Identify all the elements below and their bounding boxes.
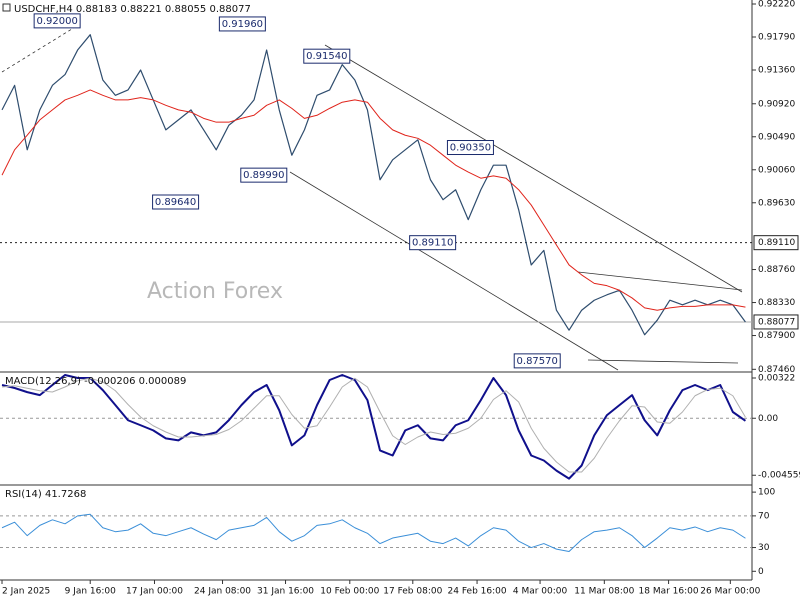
level-label: 0.89110	[758, 238, 795, 248]
y-tick-label: 0.87460	[758, 365, 795, 375]
x-tick-label: 10 Feb 00:00	[320, 587, 379, 597]
annotation-label: 0.89640	[155, 197, 196, 208]
annotation-box	[33, 13, 81, 29]
y-tick-label: -0.004559	[758, 471, 800, 481]
annotation-box	[513, 353, 561, 369]
x-tick-label: 17 Jan 00:00	[126, 587, 183, 597]
series-line	[1, 513, 746, 552]
y-tick-label: 0.90490	[758, 132, 795, 142]
panel-title: MACD(12,26,9) -0.000206 0.000089	[5, 376, 186, 387]
annotation-box	[303, 48, 351, 64]
panel-title: USDCHF,H4 0.88183 0.88221 0.88055 0.8807…	[14, 4, 251, 15]
annotation-box	[240, 167, 288, 183]
y-tick-label: 0.88760	[758, 265, 795, 275]
panel-title: RSI(14) 41.7268	[5, 489, 86, 500]
trend-line	[587, 359, 739, 364]
y-tick-label: 70	[758, 511, 770, 521]
level-box	[753, 235, 799, 251]
annotation-box	[446, 140, 494, 156]
annotation-box	[409, 235, 457, 251]
x-tick-label: 17 Feb 08:00	[383, 587, 442, 597]
symbol-icon	[2, 3, 11, 12]
trend-line	[289, 171, 619, 371]
trend-line	[577, 271, 743, 291]
y-tick-label: 0.00	[758, 414, 778, 424]
annotation-box	[218, 16, 266, 32]
annotation-label: 0.91960	[222, 19, 263, 30]
x-tick-label: 31 Jan 16:00	[257, 587, 314, 597]
annotation-label: 0.89990	[243, 170, 284, 181]
x-tick-label: 24 Feb 16:00	[448, 587, 507, 597]
x-tick-label: 4 Mar 00:00	[513, 587, 568, 597]
y-tick-label: 0.91790	[758, 32, 795, 42]
annotation-label: 0.92000	[36, 16, 77, 27]
y-tick-label: 0.91360	[758, 65, 795, 75]
series-line	[1, 374, 747, 480]
series-line	[1, 34, 746, 336]
series-line	[1, 89, 746, 311]
x-tick-label: 24 Jan 08:00	[194, 587, 251, 597]
level-box	[753, 314, 799, 330]
y-tick-label: 0.92220	[758, 0, 795, 9]
annotation-label: 0.87570	[517, 356, 558, 367]
x-tick-label: 18 Mar 16:00	[639, 587, 699, 597]
x-tick-label: 11 Mar 08:00	[574, 587, 634, 597]
trend-line	[324, 44, 743, 293]
x-tick-label: 2 Jan 2025	[2, 587, 50, 597]
annotation-label: 0.90350	[450, 143, 491, 154]
annotation-label: 0.89110	[412, 238, 453, 249]
x-tick-label: 26 Mar 00:00	[700, 587, 760, 597]
x-tick-label: 9 Jan 16:00	[65, 587, 117, 597]
annotation-label: 0.91540	[306, 51, 347, 62]
annotation-box	[152, 194, 200, 210]
y-tick-label: 100	[758, 488, 775, 498]
y-tick-label: 0.90920	[758, 99, 795, 109]
y-tick-label: 0.88330	[758, 298, 795, 308]
level-label: 0.88077	[758, 317, 795, 327]
y-tick-label: 0.89630	[758, 198, 795, 208]
y-tick-label: 0	[758, 567, 764, 577]
series-line	[1, 377, 746, 473]
y-tick-label: 0.87900	[758, 331, 795, 341]
watermark: Action Forex	[147, 279, 283, 304]
y-tick-label: 0.90060	[758, 165, 795, 175]
y-tick-label: 0.00322	[758, 374, 795, 384]
y-tick-label: 30	[758, 543, 770, 553]
